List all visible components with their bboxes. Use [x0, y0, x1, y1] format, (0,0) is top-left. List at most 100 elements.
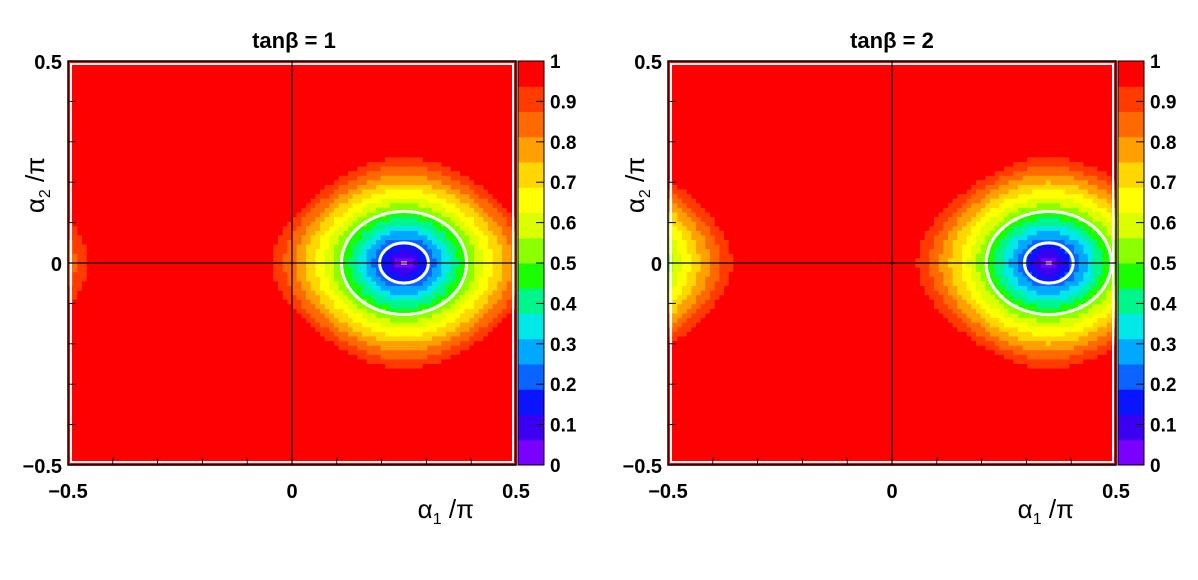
heat-cell [152, 166, 158, 172]
heat-cell [324, 162, 330, 168]
heat-cell [320, 184, 326, 191]
heat-cell [194, 79, 200, 85]
heat-cell [296, 267, 302, 273]
heat-cell [124, 106, 130, 113]
heat-cell [231, 70, 237, 76]
heat-cell [91, 437, 97, 443]
heat-cell [287, 157, 293, 163]
heat-cell [96, 295, 102, 301]
heat-cell [175, 244, 181, 250]
heat-cell [268, 198, 274, 204]
heat-cell [138, 97, 144, 103]
heat-cell [82, 276, 88, 282]
heat-cell [91, 93, 97, 99]
heat-cell [240, 437, 246, 443]
heat-cell [212, 359, 218, 365]
heat-cell [315, 175, 321, 181]
heat-cell [175, 230, 181, 237]
heat-cell [236, 350, 242, 356]
heat-cell [310, 373, 316, 379]
heat-cell [166, 437, 172, 443]
heat-cell [72, 88, 78, 94]
heat-cell [147, 345, 153, 351]
heat-cell [250, 345, 256, 351]
heat-cell [194, 276, 200, 282]
heat-cell [268, 382, 274, 388]
heat-cell [114, 336, 120, 342]
heat-cell [152, 184, 158, 191]
heat-cell [147, 350, 153, 356]
heat-cell [226, 230, 232, 237]
heat-cell [254, 354, 260, 361]
heat-cell [273, 322, 279, 328]
heat-cell [114, 162, 120, 168]
heat-cell [147, 217, 153, 223]
heat-cell [254, 203, 260, 209]
heat-cell [147, 295, 153, 301]
heat-cell [282, 285, 288, 292]
heat-cell [208, 97, 214, 103]
heat-cell [161, 148, 167, 154]
heat-cell [306, 152, 312, 159]
heat-cell [170, 106, 176, 113]
heat-cell [175, 125, 181, 131]
heat-cell [203, 276, 209, 282]
heat-cell [254, 446, 260, 452]
heat-cell [194, 446, 200, 452]
heat-cell [86, 207, 92, 214]
heat-cell [222, 281, 228, 287]
heat-cell [287, 263, 293, 269]
heat-cell [184, 226, 190, 232]
heat-cell [301, 194, 307, 200]
heat-cell [142, 129, 148, 136]
heat-cell [315, 74, 321, 80]
heat-cell [110, 331, 116, 338]
heat-cell [222, 125, 228, 131]
heat-cell [142, 106, 148, 113]
heat-cell [306, 134, 312, 140]
heat-cell [142, 345, 148, 351]
heat-cell [254, 336, 260, 342]
heat-cell [250, 455, 256, 462]
heat-cell [250, 272, 256, 278]
heat-cell [184, 217, 190, 223]
heat-cell [142, 93, 148, 99]
heat-cell [306, 295, 312, 301]
heat-cell [282, 230, 288, 237]
heat-cell [82, 364, 88, 370]
heat-cell [310, 455, 316, 462]
heat-cell [296, 129, 302, 136]
heat-cell [124, 230, 130, 237]
heat-cell [268, 120, 274, 126]
heat-cell [208, 235, 214, 241]
heat-cell [72, 244, 78, 250]
heat-cell [310, 88, 316, 94]
heat-cell [222, 267, 228, 273]
heat-cell [189, 281, 195, 287]
heat-cell [114, 327, 120, 333]
heat-cell [161, 102, 167, 108]
heat-cell [119, 189, 125, 195]
heat-cell [142, 313, 148, 319]
heat-cell [222, 377, 228, 383]
heat-cell [152, 180, 158, 186]
heat-cell [203, 253, 209, 260]
heat-cell [287, 258, 293, 264]
heat-cell [273, 368, 279, 374]
heat-cell [236, 391, 242, 397]
heat-cell [320, 442, 326, 448]
heat-cell [133, 409, 139, 416]
heat-cell [161, 235, 167, 241]
heat-cell [152, 93, 158, 99]
heat-cell [222, 240, 228, 246]
heat-cell [268, 235, 274, 241]
heat-cell [114, 157, 120, 163]
heat-cell [245, 428, 251, 434]
heat-cell [254, 414, 260, 420]
heat-cell [96, 253, 102, 260]
heat-cell [217, 364, 223, 370]
heat-cell [170, 152, 176, 159]
heat-cell [315, 364, 321, 370]
heat-cell [147, 263, 153, 269]
heat-cell [175, 428, 181, 434]
